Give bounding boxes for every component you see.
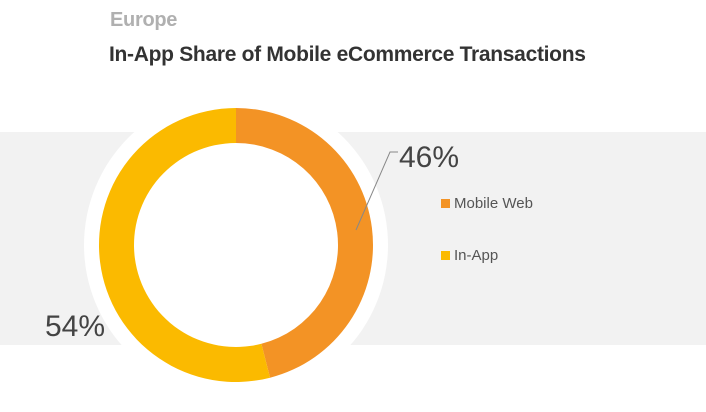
slice-in-app xyxy=(99,108,271,382)
legend-item-in-app: In-App xyxy=(441,247,498,264)
legend-label-in-app: In-App xyxy=(454,247,499,264)
chart-title: In-App Share of Mobile eCommerce Transac… xyxy=(109,43,586,66)
leader-line-mobile-web xyxy=(355,151,398,231)
chart-subtitle: Europe xyxy=(110,9,178,31)
legend-swatch-mobile-web xyxy=(441,199,450,208)
legend-item-mobile-web: Mobile Web xyxy=(441,195,533,212)
legend-label-mobile-web: Mobile Web xyxy=(454,195,533,212)
data-label-in-app: 54% xyxy=(45,310,105,343)
slice-mobile-web xyxy=(236,108,374,378)
data-label-mobile-web: 46% xyxy=(399,141,459,174)
legend-swatch-in-app xyxy=(441,251,450,260)
